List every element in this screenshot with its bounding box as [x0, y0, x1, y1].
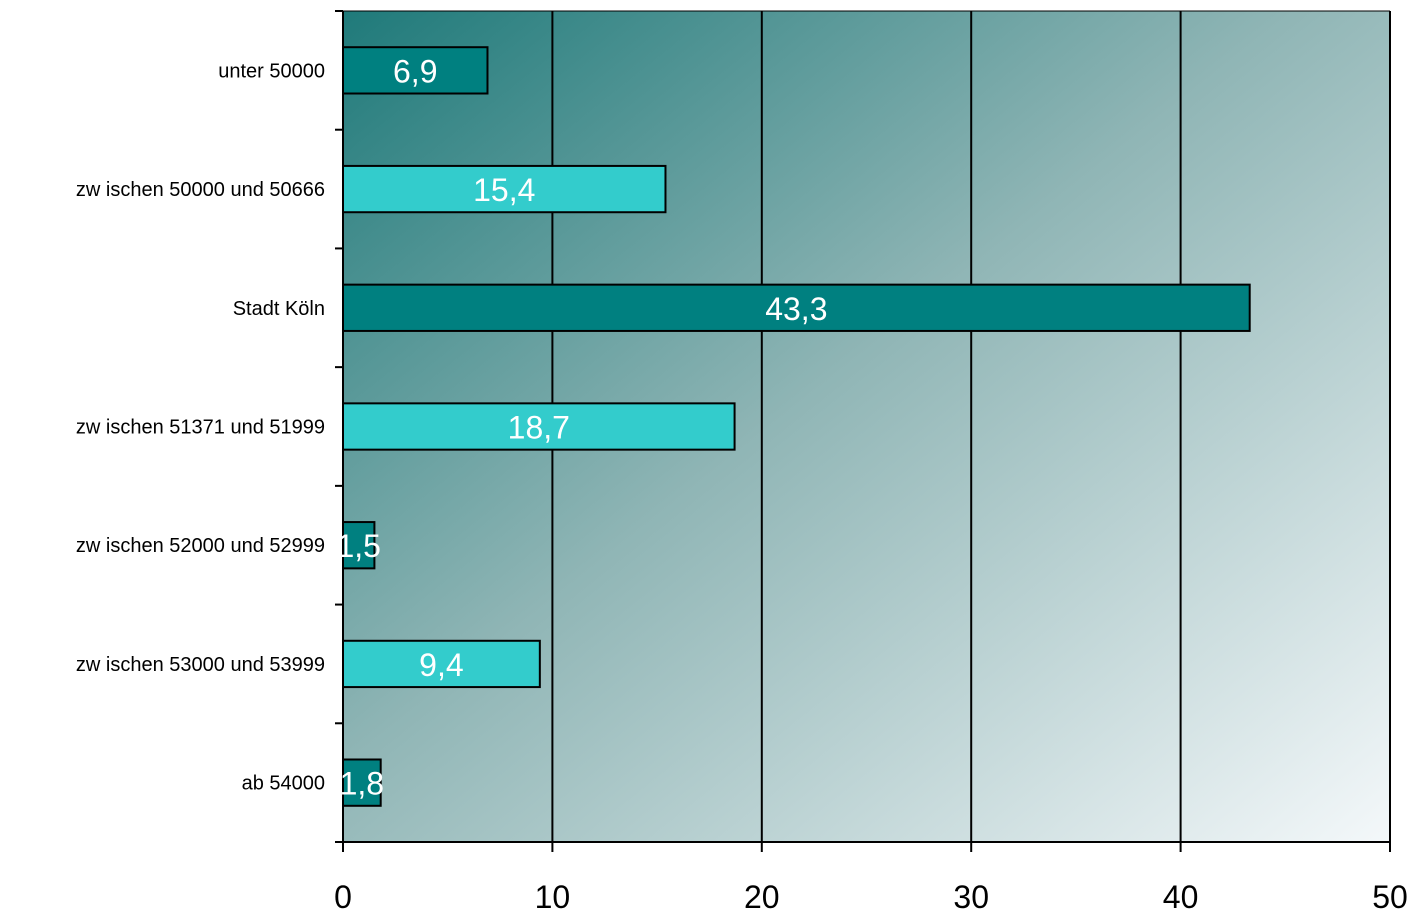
bars — [342, 46, 1251, 807]
axes — [335, 10, 1391, 852]
x-tick-label: 20 — [744, 879, 780, 915]
data-label: 1,8 — [340, 766, 384, 802]
category-label: zw ischen 51371 und 51999 — [76, 417, 325, 439]
x-tick-label: 10 — [535, 879, 571, 915]
data-label: 18,7 — [508, 410, 570, 446]
data-label: 15,4 — [473, 172, 535, 208]
grid-lines — [343, 10, 1391, 842]
x-tick-label: 0 — [334, 879, 352, 915]
category-label: unter 50000 — [218, 60, 325, 82]
data-label: 9,4 — [419, 647, 463, 683]
category-label: Stadt Köln — [233, 298, 325, 320]
data-label: 1,5 — [336, 528, 380, 564]
category-label: zw ischen 52000 und 52999 — [76, 535, 325, 557]
x-tick-labels: 0 10 20 30 40 50 — [334, 879, 1408, 915]
category-labels: unter 50000 zw ischen 50000 und 50666 Stad… — [76, 60, 325, 794]
bar — [342, 758, 382, 807]
bar — [342, 521, 376, 570]
data-labels: 6,9 15,4 43,3 18,7 1,5 9,4 1,8 — [336, 53, 827, 801]
data-label: 43,3 — [765, 291, 827, 327]
bar — [342, 402, 736, 451]
bar — [342, 46, 489, 95]
x-tick-label: 50 — [1372, 879, 1408, 915]
bar — [342, 283, 1251, 332]
bar — [342, 639, 541, 689]
data-label: 6,9 — [393, 53, 437, 89]
category-label: zw ischen 53000 und 53999 — [76, 654, 325, 676]
category-label: ab 54000 — [242, 773, 325, 795]
x-tick-label: 30 — [953, 879, 989, 915]
x-tick-label: 40 — [1163, 879, 1199, 915]
category-label: zw ischen 50000 und 50666 — [76, 179, 325, 201]
